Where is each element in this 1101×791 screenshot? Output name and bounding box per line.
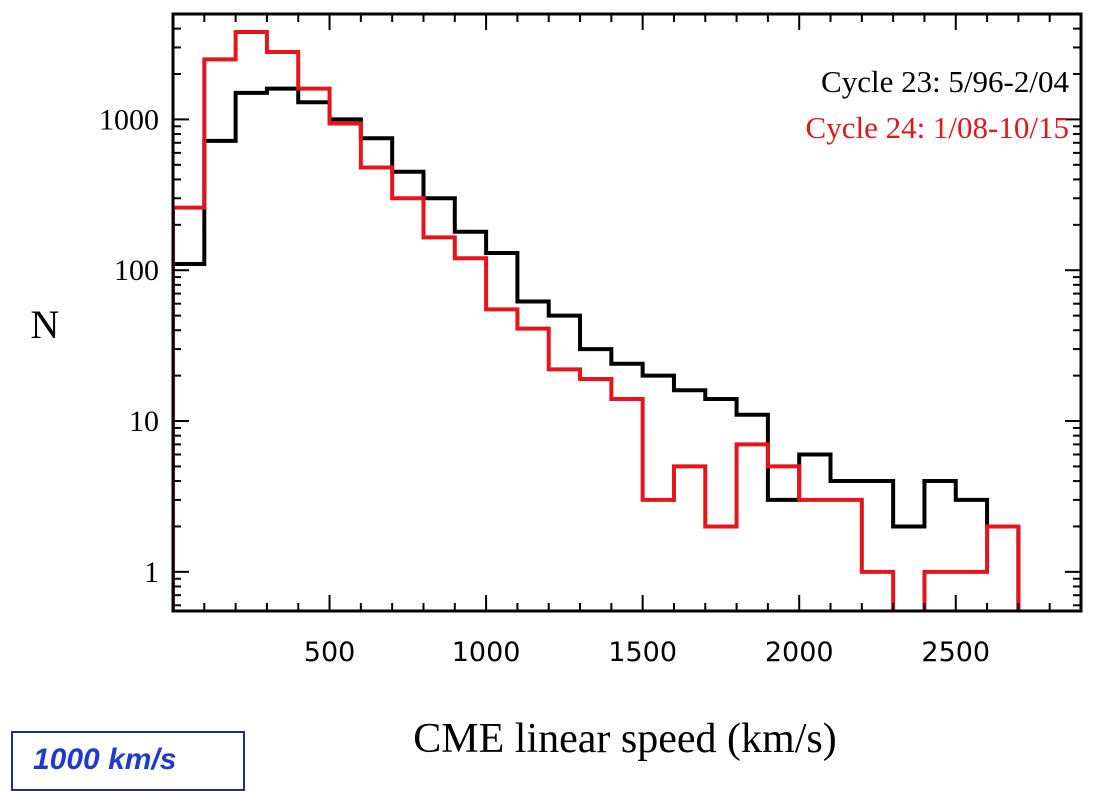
series-layer [173, 29, 1021, 611]
tick-labels: 500 1000 1500 2000 2500 1 10 100 1000 [99, 103, 990, 668]
x-tick-label: 1500 [608, 637, 677, 668]
x-tick-label: 2500 [921, 637, 990, 668]
x-tick-label: 2000 [765, 637, 834, 668]
series-step-line [173, 29, 1021, 611]
y-tick-label: 1000 [99, 103, 159, 136]
series-1 [173, 86, 1021, 611]
series-step-line [173, 86, 1021, 611]
ticks-layer [173, 13, 1081, 611]
chart: 500 1000 1500 2000 2500 1 10 100 1000 N CME line… [31, 12, 1083, 762]
x-axis-title: CME linear speed (km/s) [413, 716, 836, 762]
legend-entry: Cycle 24: 1/08-10/15 [806, 110, 1069, 145]
series-2 [173, 29, 1021, 611]
y-tick-label: 10 [129, 405, 159, 438]
inset-text: 1000 km/s [33, 743, 177, 776]
legend-entry: Cycle 23: 5/96-2/04 [821, 64, 1069, 99]
plot-frame [171, 12, 1083, 613]
y-tick-label: 100 [114, 254, 159, 287]
legend: Cycle 23: 5/96-2/04 Cycle 24: 1/08-10/15 [806, 64, 1070, 145]
y-tick-label: 1 [144, 556, 159, 589]
x-tick-label: 500 [304, 637, 356, 668]
x-tick-label: 1000 [452, 637, 521, 668]
inset-box: 1000 km/s [11, 731, 245, 791]
y-axis-title: N [31, 302, 60, 347]
